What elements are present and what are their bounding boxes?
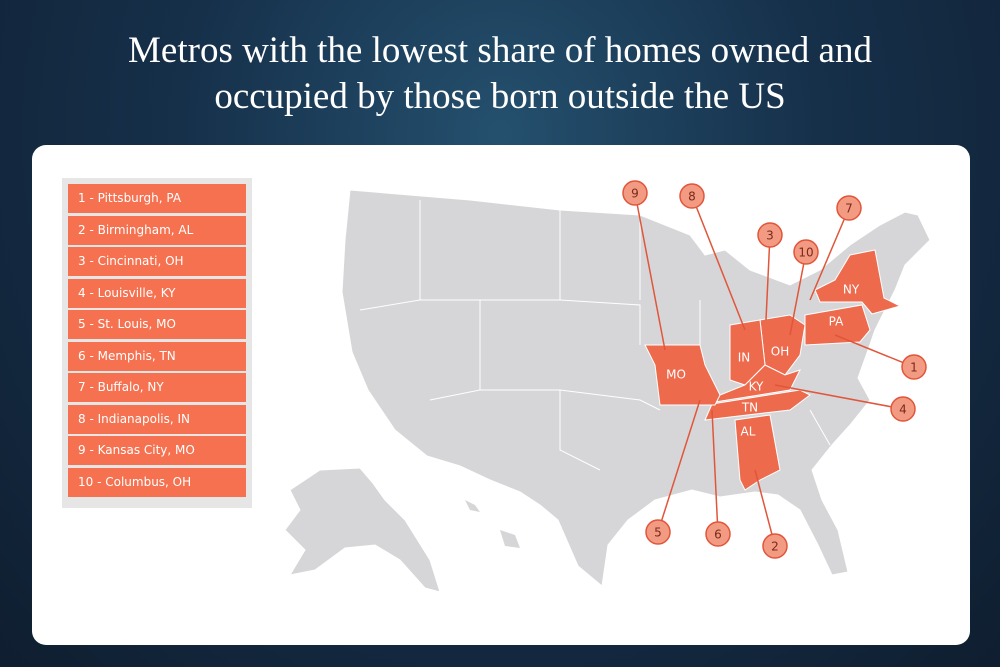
title: Metros with the lowest share of homes ow…: [128, 30, 872, 117]
callout-circle: [901, 354, 927, 380]
legend-item: 5 - St. Louis, MO: [68, 310, 246, 339]
legend: 1 - Pittsburgh, PA 2 - Birmingham, AL 3 - …: [62, 178, 252, 508]
callout-line: [809, 207, 850, 301]
legend-item: 9 - Kansas City, MO: [68, 436, 246, 465]
callout-circle: [762, 533, 788, 559]
state-label: KY: [749, 380, 764, 394]
legend-item: 10 - Columbus, OH: [68, 467, 246, 497]
callout-circle: [890, 396, 916, 422]
callout-number: 7: [845, 202, 853, 216]
state-label: AL: [741, 425, 756, 439]
callout-circle: [679, 183, 705, 209]
state-label: TN: [741, 401, 758, 415]
callout-circle: [705, 521, 731, 547]
highlighted-state: [644, 344, 721, 406]
hawaii: [500, 530, 520, 548]
state-label: OH: [771, 345, 789, 359]
state-label: PA: [829, 315, 844, 329]
callout-circle: [793, 239, 819, 265]
callout-line: [634, 192, 666, 351]
callout-number: 4: [899, 403, 907, 417]
callout-circle: [622, 180, 648, 206]
hawaii: [465, 500, 480, 512]
callout-line: [774, 384, 904, 410]
callout-line: [657, 399, 701, 533]
callout-number: 5: [654, 526, 662, 540]
state-label: NY: [843, 283, 860, 297]
legend-item: 6 - Memphis, TN: [68, 341, 246, 371]
alaska: [284, 467, 441, 593]
state-borders: [359, 200, 831, 471]
legend-item: 4 - Louisville, KY: [68, 278, 246, 308]
callout-number: 1: [910, 361, 918, 375]
highlighted-state: [713, 364, 801, 403]
legend-item: 8 - Indianapolis, IN: [68, 404, 246, 434]
callout-line: [765, 234, 771, 321]
highlighted-state: [804, 304, 871, 346]
callout-number: 2: [771, 540, 779, 554]
highlighted-state: [734, 414, 781, 491]
callout-number: 3: [766, 229, 774, 243]
callout-number: 10: [798, 246, 813, 260]
callout-line: [834, 334, 915, 368]
callout-circle: [836, 195, 862, 221]
callout-circle: [645, 519, 671, 545]
callout-circle: [757, 222, 783, 248]
callout-number: 9: [631, 187, 639, 201]
callout-number: 8: [688, 190, 696, 204]
legend-item: 2 - Birmingham, AL: [68, 215, 246, 245]
legend-item: 3 - Cincinnati, OH: [68, 247, 246, 276]
legend-item: 1 - Pittsburgh, PA: [68, 184, 246, 213]
callout-line: [691, 195, 746, 331]
state-label: MO: [666, 368, 686, 382]
callout-line: [789, 251, 807, 336]
callout-line: [754, 469, 776, 547]
callout-line: [711, 409, 719, 535]
callout-number: 6: [714, 528, 722, 542]
highlighted-state: [704, 389, 811, 421]
state-label: IN: [738, 351, 751, 365]
us-mainland: [341, 189, 931, 587]
highlighted-state: [814, 249, 902, 315]
legend-item: 7 - Buffalo, NY: [68, 373, 246, 402]
